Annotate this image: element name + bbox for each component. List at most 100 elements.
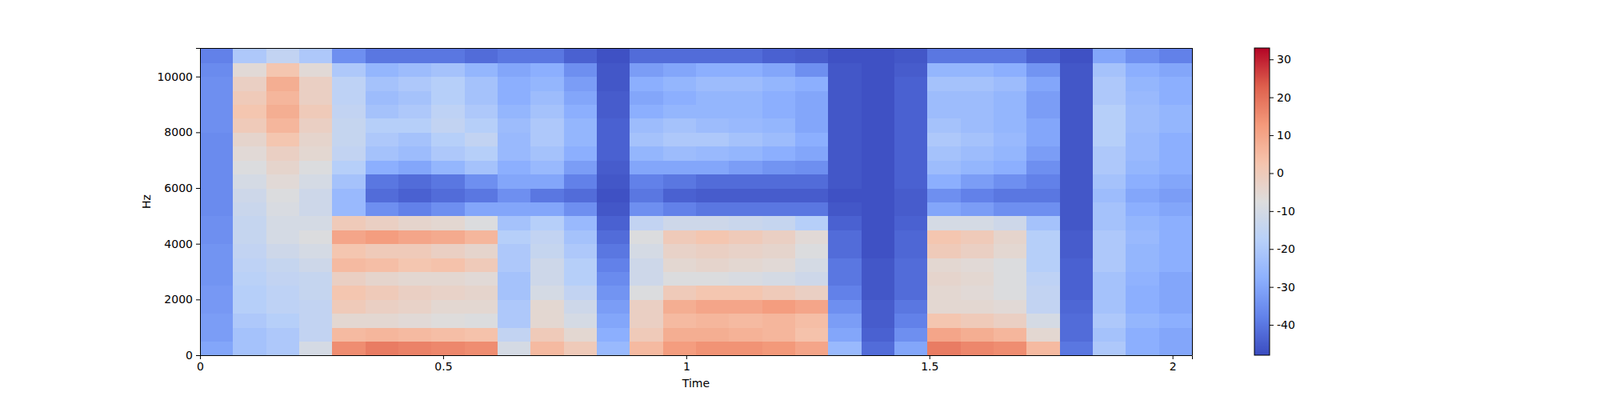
cell xyxy=(299,160,333,175)
cell xyxy=(762,48,796,64)
cell xyxy=(1125,62,1160,77)
cell xyxy=(728,118,763,133)
cell xyxy=(629,285,664,300)
cell xyxy=(795,201,829,216)
cell xyxy=(464,160,499,175)
cell xyxy=(200,244,234,259)
tick-label: 10 xyxy=(1276,128,1292,142)
cell xyxy=(1159,257,1192,272)
cell xyxy=(993,132,1028,147)
cell xyxy=(530,174,564,189)
cell xyxy=(332,327,366,342)
cell xyxy=(629,188,664,203)
cell xyxy=(927,76,961,92)
cell xyxy=(894,257,928,272)
cell xyxy=(762,257,796,272)
cell xyxy=(828,299,862,314)
tick-label: 2 xyxy=(1169,360,1177,373)
cell xyxy=(200,90,234,105)
cell xyxy=(1060,341,1094,356)
cell xyxy=(629,160,664,175)
cell xyxy=(332,104,366,120)
axis-line xyxy=(1270,48,1275,356)
tick: 8000 xyxy=(164,125,200,139)
cell xyxy=(365,104,400,120)
cell xyxy=(232,299,267,314)
cell xyxy=(497,299,532,314)
cell xyxy=(762,62,796,77)
cell xyxy=(696,62,730,77)
cell xyxy=(431,285,465,300)
tick: 4000 xyxy=(164,237,200,251)
cell xyxy=(299,104,333,120)
cell xyxy=(596,132,631,147)
cell xyxy=(1026,244,1060,259)
cell xyxy=(828,48,862,64)
cell xyxy=(1159,229,1192,244)
cell xyxy=(497,132,532,147)
cell xyxy=(332,229,366,244)
cell xyxy=(1092,229,1127,244)
tick-mark xyxy=(1269,59,1274,60)
cell xyxy=(564,104,598,120)
cell xyxy=(993,272,1028,287)
cell xyxy=(365,313,400,328)
cell xyxy=(564,272,598,287)
cell xyxy=(464,118,499,133)
cell xyxy=(795,272,829,287)
cell xyxy=(1026,272,1060,287)
cell xyxy=(696,299,730,314)
cell xyxy=(596,76,631,92)
cell xyxy=(1125,244,1160,259)
cell xyxy=(629,201,664,216)
cell xyxy=(596,174,631,189)
cell xyxy=(431,62,465,77)
cell xyxy=(200,48,234,64)
tick-label: -30 xyxy=(1276,280,1296,294)
cell xyxy=(332,174,366,189)
cell xyxy=(596,188,631,203)
cell xyxy=(1125,48,1160,64)
cell xyxy=(464,201,499,216)
tick: 30 xyxy=(1269,52,1292,66)
cell xyxy=(232,118,267,133)
cell xyxy=(464,327,499,342)
cell xyxy=(232,160,267,175)
cell xyxy=(1060,48,1094,64)
spine xyxy=(1192,48,1193,356)
cell xyxy=(365,257,400,272)
cell xyxy=(894,104,928,120)
cell xyxy=(497,188,532,203)
cell xyxy=(266,188,300,203)
cell xyxy=(762,272,796,287)
cell xyxy=(596,229,631,244)
cell xyxy=(960,76,995,92)
y-axis: 0200040006000800010000 xyxy=(156,48,200,362)
cell xyxy=(927,48,961,64)
tick: 10000 xyxy=(156,70,200,84)
cell xyxy=(828,174,862,189)
cell xyxy=(728,201,763,216)
cell xyxy=(299,48,333,64)
cell xyxy=(861,327,896,342)
tick-mark xyxy=(1269,97,1274,99)
cell xyxy=(497,216,532,231)
cell xyxy=(927,272,961,287)
cell xyxy=(564,160,598,175)
cell xyxy=(861,229,896,244)
cell xyxy=(564,201,598,216)
cell xyxy=(894,313,928,328)
cell xyxy=(365,285,400,300)
cell xyxy=(1159,118,1192,133)
cell xyxy=(332,244,366,259)
cell xyxy=(993,174,1028,189)
cell xyxy=(564,76,598,92)
cell xyxy=(696,104,730,120)
cell xyxy=(663,313,697,328)
cell xyxy=(1159,327,1192,342)
tick-label: 1.5 xyxy=(920,360,939,373)
cell xyxy=(398,90,432,105)
cell xyxy=(894,285,928,300)
cell xyxy=(464,174,499,189)
cell xyxy=(993,257,1028,272)
